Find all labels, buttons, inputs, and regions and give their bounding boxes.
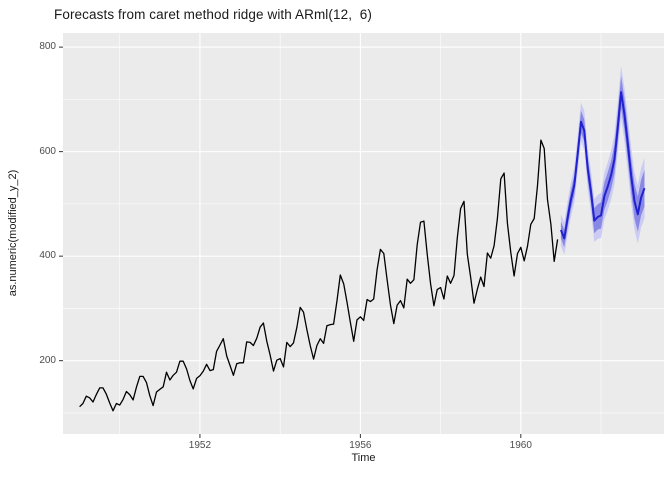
y-tick-label: 800 [39,41,56,53]
y-tick-label: 600 [39,145,56,157]
forecast-ribbon-80 [560,76,645,248]
y-tick-label: 200 [39,354,56,366]
x-tick-label: 1956 [349,440,372,451]
forecast-mean-line [559,91,646,240]
x-tick-label: 1952 [188,440,212,451]
observed-series-line [79,139,559,412]
x-axis-title: Time [351,452,376,464]
panel-background [63,33,664,434]
y-tick-label: 400 [39,250,56,262]
x-tick-label: 1960 [509,440,532,451]
plot-title: Forecasts from caret method ridge with A… [54,7,372,22]
y-axis-title: as.numeric(modified_y_2) [7,169,19,297]
